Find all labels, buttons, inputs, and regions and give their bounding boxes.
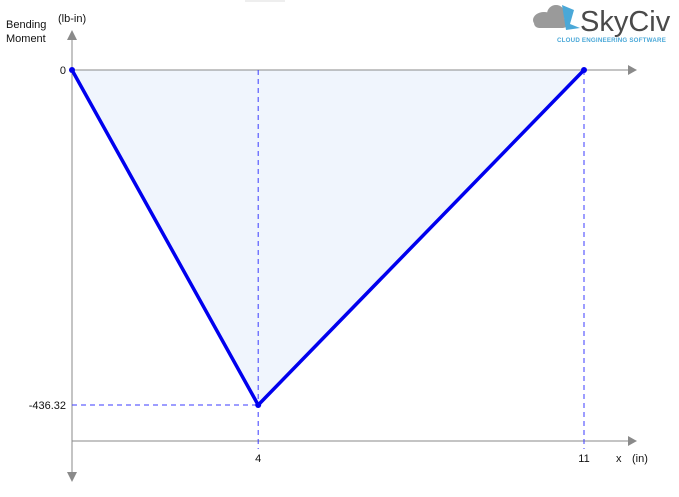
x-tick-label-11: 11 [578,453,589,465]
y-axis-unit: (lb-in) [58,13,86,25]
data-points [69,67,587,408]
y-axis-label-line2: Moment [6,33,46,45]
moment-area-fill [72,70,584,405]
y-tick-label-zero: 0 [60,65,66,77]
cloud-logo-icon [533,5,580,30]
y-axis-label-line1: Bending [6,19,46,31]
x-axis-arrow [628,436,637,446]
data-point-1 [255,402,262,408]
logo-name: SkyCiv [580,6,671,38]
x-axis-label: x [616,453,622,465]
data-point-2 [581,67,587,73]
skyciv-logo: SkyCiv CLOUD ENGINEERING SOFTWARE [533,5,671,44]
y-axis-arrow-down [67,472,77,482]
y-axis-arrow-up [67,30,77,40]
top-tab-edge [245,0,285,2]
y-tick-label-min: -436.32 [29,400,66,412]
data-point-0 [69,67,75,73]
x-tick-label-4: 4 [255,453,261,465]
logo-tagline: CLOUD ENGINEERING SOFTWARE [557,37,666,44]
zero-baseline-arrow [628,65,637,75]
x-axis-unit: (in) [632,453,648,465]
